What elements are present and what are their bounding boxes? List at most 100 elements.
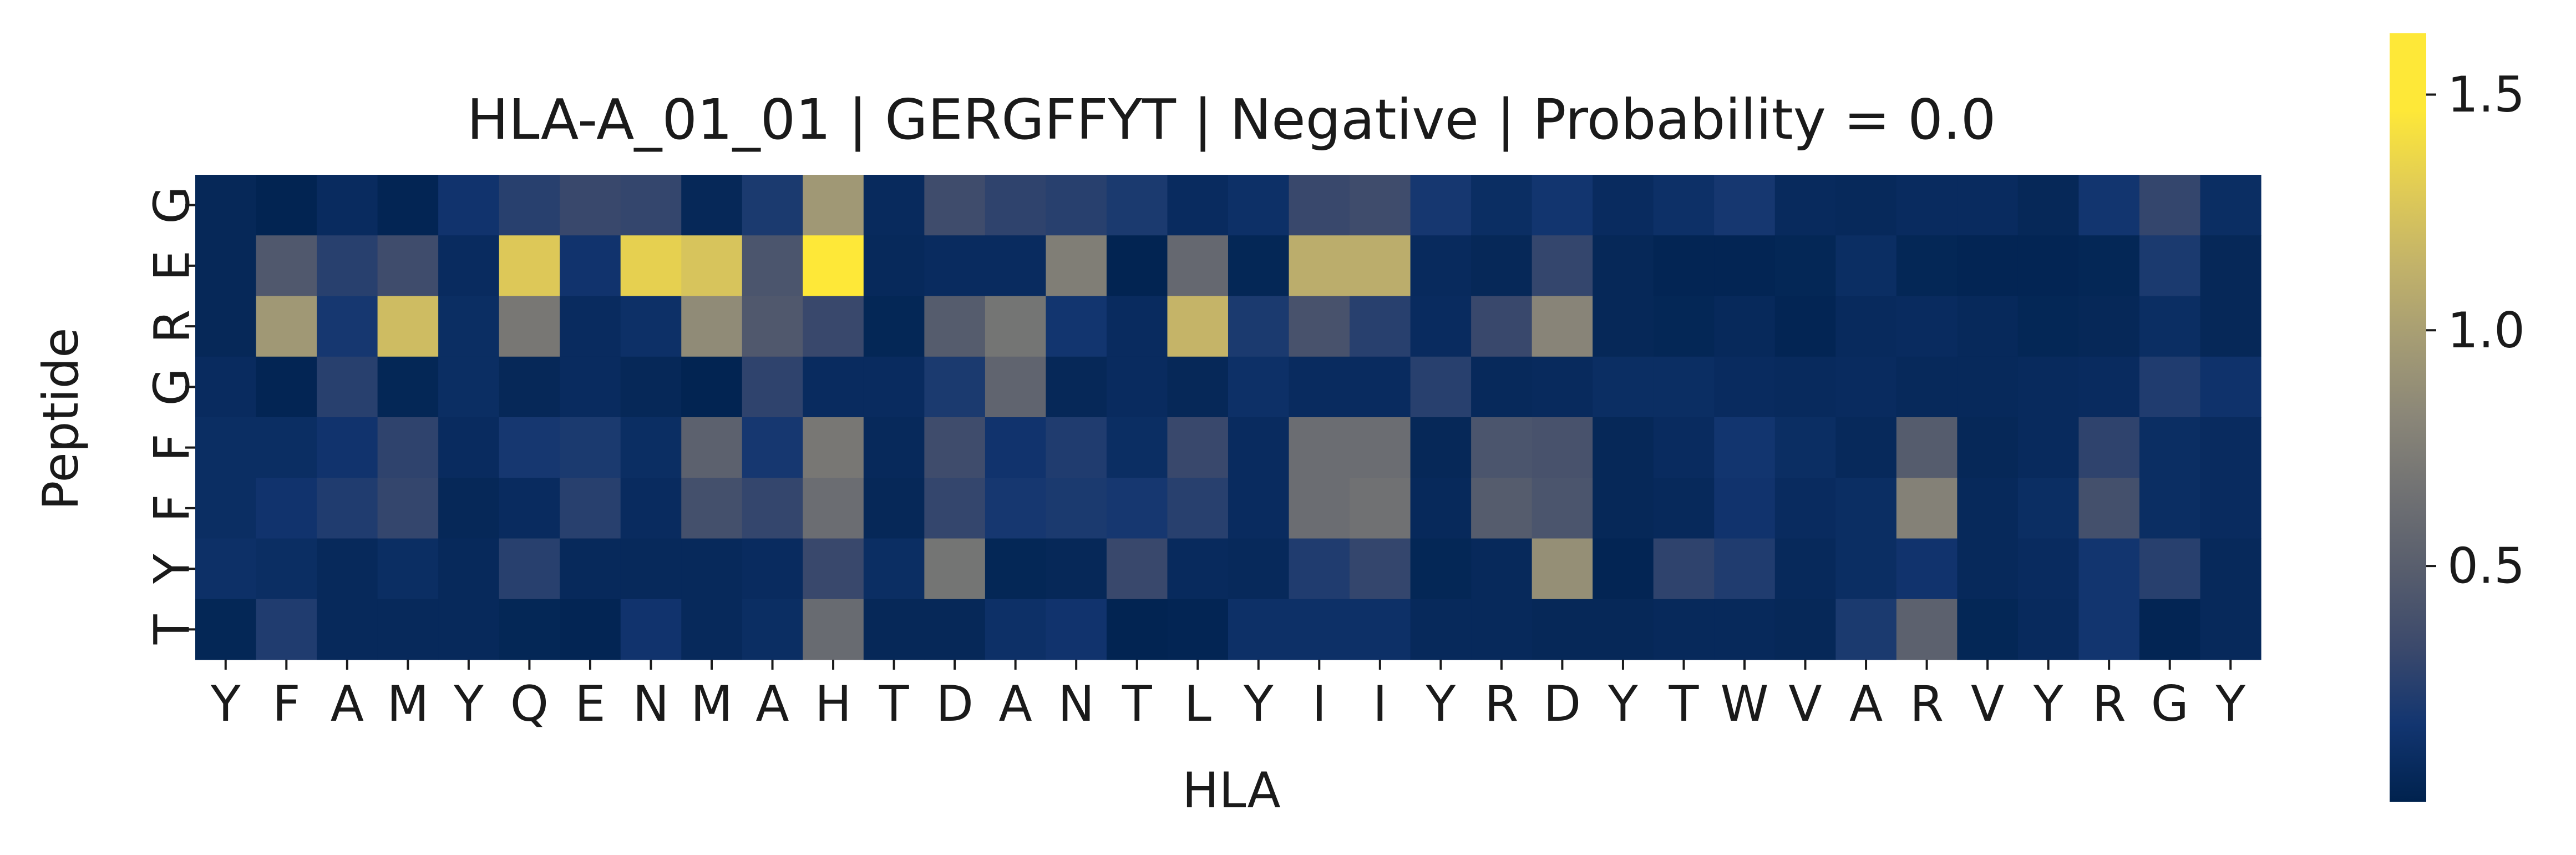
heatmap-cell (377, 478, 439, 539)
heatmap-cell (2139, 356, 2201, 418)
x-tick-label: Y (453, 675, 484, 732)
heatmap-cell (1653, 538, 1715, 600)
heatmap-cell (1835, 478, 1897, 539)
heatmap-cell (438, 599, 500, 660)
heatmap-cell (2078, 296, 2140, 357)
heatmap-cell (195, 356, 257, 418)
x-tick-label: Y (2033, 675, 2063, 732)
heatmap-cell (1410, 235, 1472, 297)
heatmap-cell (1593, 235, 1654, 297)
heatmap-cell (499, 356, 560, 418)
heatmap-cell (1774, 296, 1836, 357)
heatmap-cell (1471, 599, 1533, 660)
heatmap-cell (1896, 356, 1958, 418)
heatmap-cell (1835, 356, 1897, 418)
heatmap-cell (1774, 538, 1836, 600)
heatmap-cell (863, 175, 925, 236)
heatmap-cell (377, 296, 439, 357)
heatmap-cell (742, 175, 803, 236)
x-tick-label: R (1484, 675, 1518, 732)
heatmap-cell (499, 599, 560, 660)
heatmap-cell (317, 599, 378, 660)
heatmap-cell (1350, 538, 1411, 600)
heatmap-cell (256, 599, 317, 660)
heatmap-cell (924, 296, 986, 357)
heatmap-cell (2078, 478, 2140, 539)
x-tick-label: V (1788, 675, 1822, 732)
heatmap-cell (985, 235, 1047, 297)
heatmap-cell (1046, 538, 1107, 600)
x-tick-label: Y (2215, 675, 2245, 732)
heatmap-cell (803, 296, 864, 357)
heatmap-cell (1106, 296, 1168, 357)
heatmap-cell (560, 417, 621, 478)
heatmap-cell (1896, 538, 1958, 600)
heatmap-cell (1350, 356, 1411, 418)
heatmap-cell (1167, 356, 1229, 418)
heatmap-cell (1532, 478, 1593, 539)
heatmap-cell (499, 538, 560, 600)
heatmap-cell (924, 538, 986, 600)
heatmap-cell (924, 478, 986, 539)
heatmap-cell (1471, 296, 1533, 357)
heatmap-cell (1714, 175, 1776, 236)
x-tick-label: Y (1243, 675, 1274, 732)
x-tick-label: A (999, 675, 1032, 732)
heatmap-cell (620, 599, 682, 660)
heatmap-cell (803, 478, 864, 539)
heatmap-cell (1471, 235, 1533, 297)
y-tick-label: E (144, 250, 201, 281)
heatmap-cell (256, 296, 317, 357)
x-tick-label: I (1373, 675, 1387, 732)
heatmap-cell (1532, 296, 1593, 357)
heatmap-cell (2200, 538, 2261, 600)
colorbar-tick-label: 0.5 (2447, 538, 2525, 595)
heatmap-cell (1896, 175, 1958, 236)
heatmap-cell (195, 599, 257, 660)
heatmap-cell (1714, 296, 1776, 357)
x-tick-label: M (691, 675, 733, 732)
heatmap-cell (2017, 296, 2080, 357)
x-tick-label: Y (1425, 675, 1456, 732)
heatmap-cell (1228, 417, 1290, 478)
heatmap-cell (2017, 538, 2080, 600)
heatmap-cell (1167, 175, 1229, 236)
heatmap-cell (560, 599, 621, 660)
heatmap-cell (2139, 235, 2201, 297)
heatmap-cell (681, 235, 743, 297)
heatmap-cell (438, 235, 500, 297)
heatmap-cell (1593, 478, 1654, 539)
heatmap-cell (620, 417, 682, 478)
heatmap-cell (1593, 538, 1654, 600)
heatmap-cell (863, 235, 925, 297)
heatmap-cell (317, 356, 378, 418)
colorbar-ticks: 0.5 1.0 1.5 (2426, 66, 2525, 595)
heatmap-cell (2078, 356, 2140, 418)
heatmap-cell (1774, 599, 1836, 660)
heatmap-cell (2139, 478, 2201, 539)
heatmap-cell (924, 356, 986, 418)
heatmap-cell (1046, 175, 1107, 236)
heatmap-cell (1046, 235, 1107, 297)
heatmap-cell (1774, 356, 1836, 418)
heatmap-cell (1774, 175, 1836, 236)
heatmap-cell (438, 175, 500, 236)
heatmap-cell (317, 538, 378, 600)
heatmap-cell (1471, 417, 1533, 478)
heatmap-cell (1653, 599, 1715, 660)
heatmap-cell (256, 478, 317, 539)
heatmap-cell (2078, 235, 2140, 297)
heatmap-cell (560, 478, 621, 539)
heatmap-cell (1410, 356, 1472, 418)
heatmap-cell (438, 356, 500, 418)
heatmap-cell (1046, 478, 1107, 539)
y-tick-label: G (144, 186, 201, 224)
heatmap-cell (1835, 538, 1897, 600)
heatmap-cell (985, 175, 1047, 236)
heatmap-cell (1410, 296, 1472, 357)
heatmap-cell (1835, 599, 1897, 660)
heatmap-cell (924, 417, 986, 478)
heatmap-cell (742, 538, 803, 600)
